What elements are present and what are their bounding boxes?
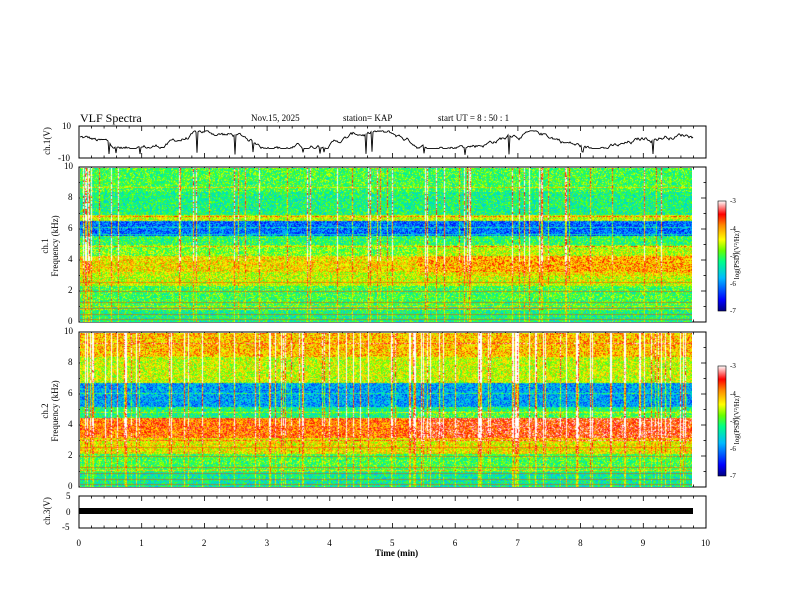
- ch1-ylabel-line1: ch.1: [40, 238, 50, 254]
- x-tick-label: 6: [452, 538, 458, 548]
- y-tick-label: 6: [68, 223, 73, 233]
- x-tick-label: 2: [201, 538, 207, 548]
- ch1-spectrogram-ylabel: ch.1 Frequency (kHz): [40, 206, 60, 286]
- figure-title: VLF Spectra: [80, 111, 142, 125]
- colorbar-tick-label: -4: [730, 389, 736, 398]
- ch1-waveform-ticks: [78, 126, 707, 158]
- x-tick-label: 0: [76, 538, 82, 548]
- ch3-ytick-mid: 0: [66, 507, 71, 517]
- ch2-colorbar: [717, 365, 727, 477]
- y-tick-label: 8: [68, 357, 73, 367]
- colorbar-tick-label: -3: [730, 197, 736, 205]
- ch2-ylabel-line2: Frequency (kHz): [50, 380, 60, 442]
- ch2-colorbar-label: log(PSD)(V²/Hz): [733, 395, 741, 445]
- colorbar-tick-label: -6: [730, 279, 736, 288]
- ch3-ylabel: ch.3(V): [42, 497, 52, 525]
- ch1-ytick-top: 10: [62, 121, 71, 131]
- colorbar-tick-label: -5: [730, 252, 736, 260]
- ch2-spectrogram: [80, 333, 692, 487]
- colorbar-tick-label: -7: [730, 472, 736, 480]
- y-tick-label: 4: [68, 254, 73, 264]
- y-tick-label: 0: [68, 481, 73, 491]
- ch3-trace: [79, 508, 693, 514]
- x-tick-label: 7: [515, 538, 520, 548]
- x-tick-label: 10: [701, 538, 710, 548]
- x-tick-label: 8: [578, 538, 583, 548]
- y-tick-label: 2: [68, 450, 73, 460]
- x-tick-label: 5: [390, 538, 395, 548]
- colorbar-tick-label: -6: [730, 444, 736, 453]
- ch1-spectrogram: [80, 168, 692, 322]
- x-tick-label: 3: [264, 538, 270, 548]
- colorbar-tick-label: -7: [730, 307, 736, 315]
- station-label: station= KAP: [343, 113, 393, 123]
- y-tick-label: 4: [68, 419, 73, 429]
- ch3-ticks: [78, 496, 707, 528]
- ch1-colorbar: [717, 200, 727, 312]
- date-label: Nov.15, 2025: [251, 113, 300, 123]
- start-time-label: start UT = 8 : 50 : 1: [438, 113, 510, 123]
- x-tick-label: 1: [139, 538, 144, 548]
- ch2-spectrogram-ylabel: ch.2 Frequency (kHz): [40, 371, 60, 451]
- y-tick-label: 8: [68, 192, 73, 202]
- y-tick-label: 0: [68, 316, 73, 326]
- ch1-ylabel-line2: Frequency (kHz): [50, 215, 60, 277]
- colorbar-tick-label: -5: [730, 417, 736, 425]
- y-tick-label: 6: [68, 388, 73, 398]
- ch2-ylabel-line1: ch.2: [40, 403, 50, 419]
- colorbar-tick-label: -4: [730, 224, 736, 233]
- ch3-ytick-bottom: -5: [62, 522, 70, 532]
- ch1-colorbar-label: log(PSD)(V²/Hz): [733, 230, 741, 280]
- colorbar-tick-label: -3: [730, 362, 736, 370]
- y-tick-label: 2: [68, 285, 73, 295]
- y-tick-label: 10: [64, 326, 73, 336]
- ch1-waveform-ylabel: ch.1(V): [42, 127, 52, 155]
- ch3-ytick-top: 5: [66, 491, 71, 501]
- y-tick-label: 10: [64, 161, 73, 171]
- x-tick-label: 4: [327, 538, 332, 548]
- x-axis-label: Time (min): [375, 548, 419, 558]
- x-tick-label: 9: [640, 538, 646, 548]
- ch1-waveform-trace: [79, 130, 694, 155]
- ch1-ytick-bottom: -10: [58, 153, 70, 163]
